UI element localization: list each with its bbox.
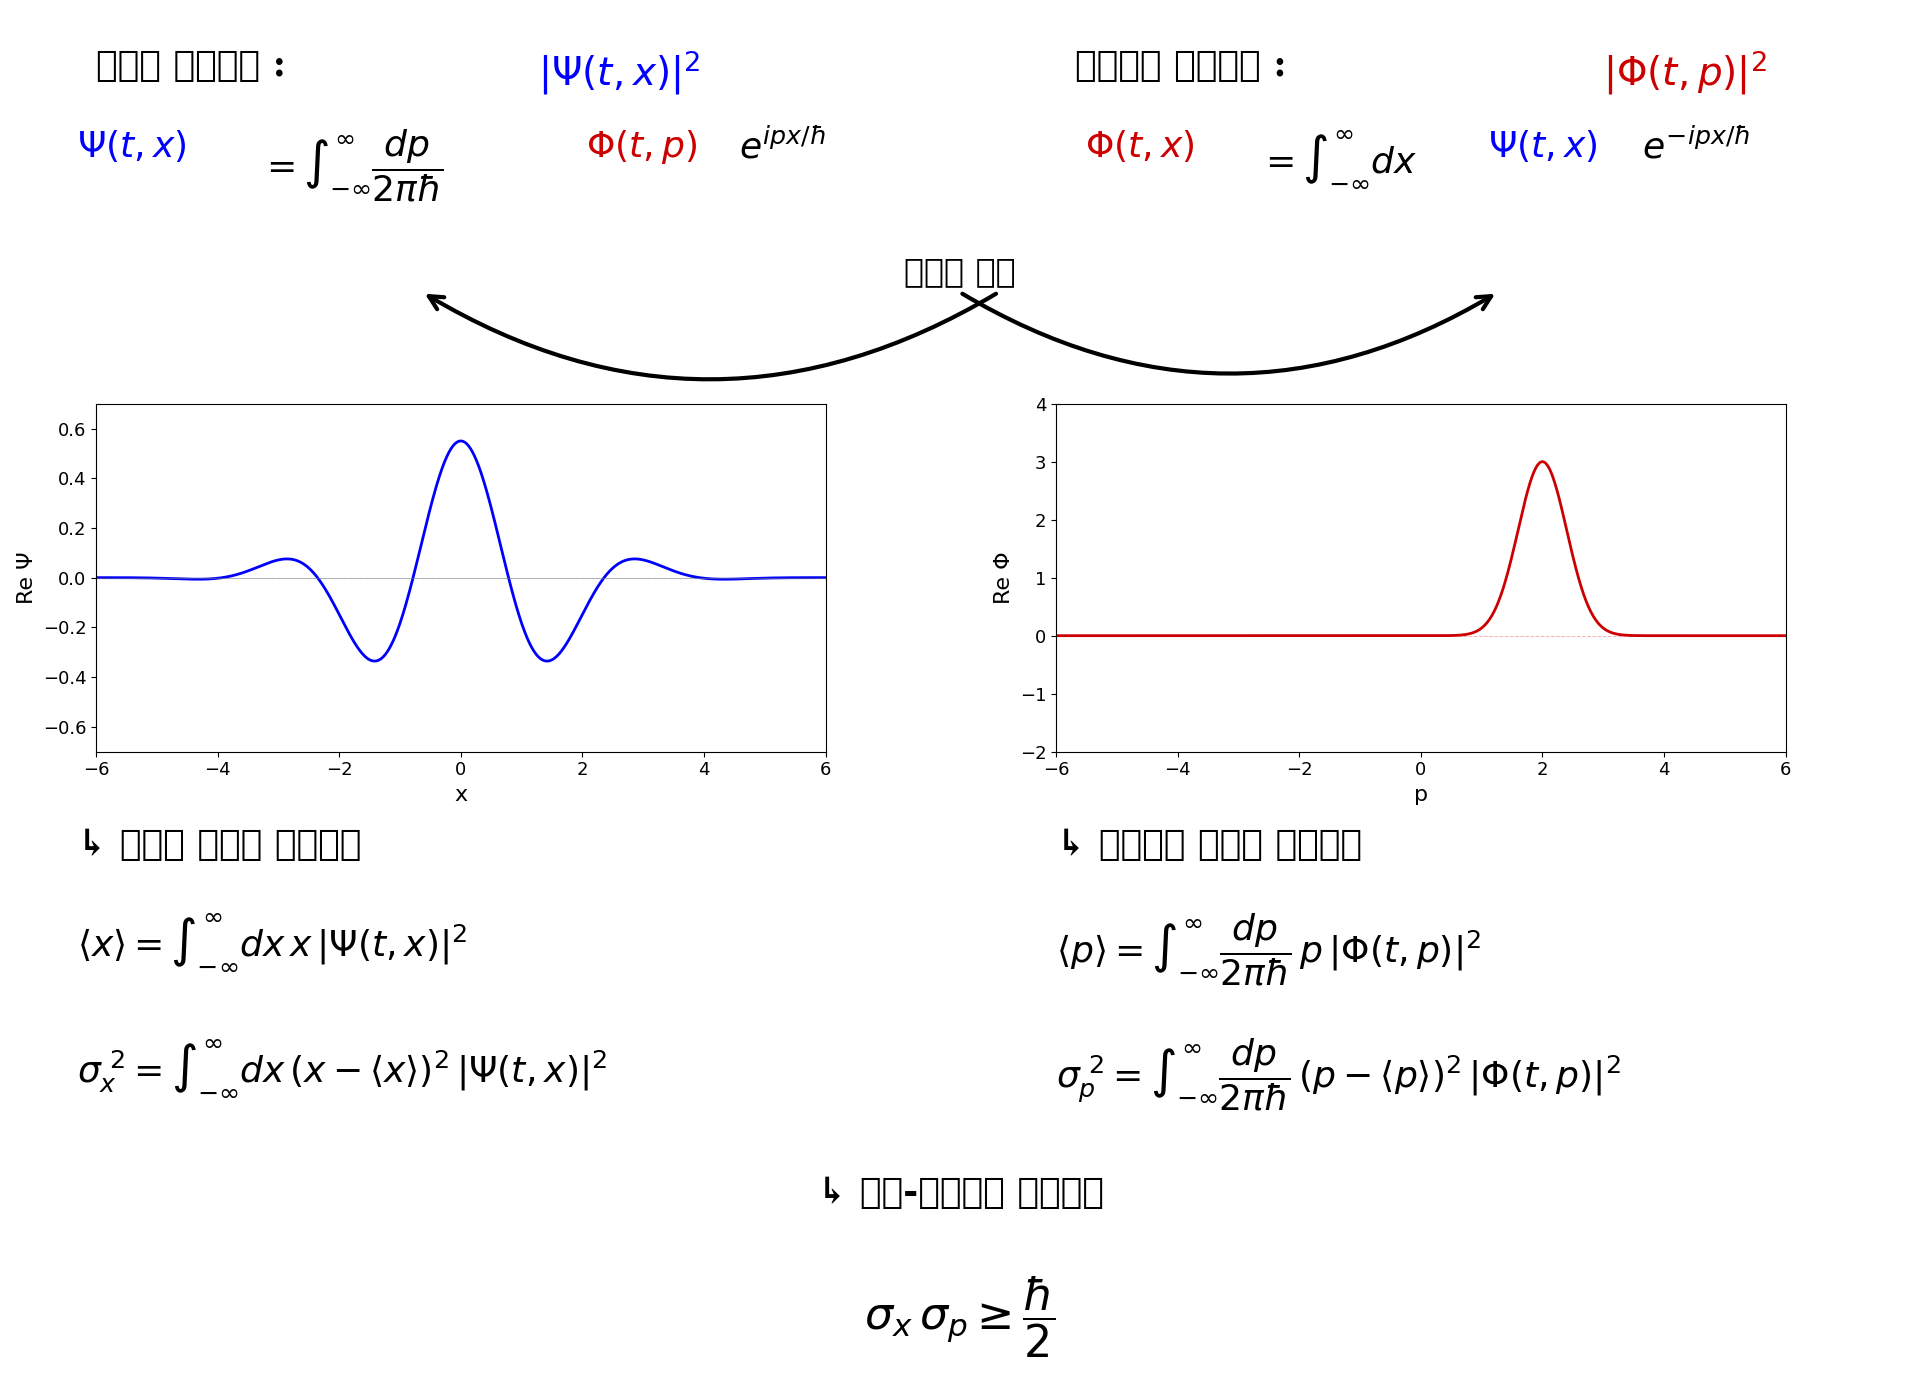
X-axis label: x: x <box>455 785 467 805</box>
Text: ↳ 위치의 평균과 표준편차: ↳ 위치의 평균과 표준편차 <box>77 828 361 862</box>
Text: ↳ 운동량의 평균과 표준편차: ↳ 운동량의 평균과 표준편차 <box>1056 828 1361 862</box>
Text: $\langle p \rangle = \int_{-\infty}^{\infty} \dfrac{dp}{2\pi\hbar}\, p\, |\Phi(t: $\langle p \rangle = \int_{-\infty}^{\in… <box>1056 912 1480 988</box>
Text: $e^{ipx/\hbar}$: $e^{ipx/\hbar}$ <box>739 128 826 166</box>
Text: $= \int_{-\infty}^{\infty} \dfrac{dp}{2\pi\hbar}\ $: $= \int_{-\infty}^{\infty} \dfrac{dp}{2\… <box>259 128 444 205</box>
X-axis label: p: p <box>1413 785 1428 805</box>
Text: $|\Psi(t,x)|^2$: $|\Psi(t,x)|^2$ <box>538 49 701 97</box>
Text: $\sigma_p^{\ 2} = \int_{-\infty}^{\infty} \dfrac{dp}{2\pi\hbar}\, (p - \langle p: $\sigma_p^{\ 2} = \int_{-\infty}^{\infty… <box>1056 1037 1620 1114</box>
Text: $\sigma_x\, \sigma_p \geq \dfrac{\hbar}{2}$: $\sigma_x\, \sigma_p \geq \dfrac{\hbar}{… <box>864 1274 1056 1360</box>
Y-axis label: Re Φ: Re Φ <box>995 551 1014 604</box>
Text: $e^{-ipx/\hbar}$: $e^{-ipx/\hbar}$ <box>1642 128 1749 166</box>
Y-axis label: Re Ψ: Re Ψ <box>17 551 36 604</box>
Text: $|\Phi(t,p)|^2$: $|\Phi(t,p)|^2$ <box>1603 49 1766 97</box>
Text: 푸리에 변환: 푸리에 변환 <box>904 255 1016 288</box>
Text: $\sigma_x^{\ 2} = \int_{-\infty}^{\infty} dx\, (x - \langle x\rangle)^2\, |\Psi(: $\sigma_x^{\ 2} = \int_{-\infty}^{\infty… <box>77 1037 607 1098</box>
Text: 위치의 확률분도 :: 위치의 확률분도 : <box>96 49 300 82</box>
FancyArrowPatch shape <box>428 294 996 379</box>
FancyArrowPatch shape <box>962 294 1492 373</box>
Text: ↳ 위치-운동량의 불확정성: ↳ 위치-운동량의 불확정성 <box>816 1176 1104 1210</box>
Text: $\Phi(t,x)$: $\Phi(t,x)$ <box>1085 128 1194 164</box>
Text: 운동량의 확률분도 :: 운동량의 확률분도 : <box>1075 49 1300 82</box>
Text: $= \int_{-\infty}^{\infty} dx\ $: $= \int_{-\infty}^{\infty} dx\ $ <box>1258 128 1417 189</box>
Text: $\Psi(t,x)$: $\Psi(t,x)$ <box>1488 128 1597 164</box>
Text: $\langle x \rangle = \int_{-\infty}^{\infty} dx\, x\, |\Psi(t,x)|^2$: $\langle x \rangle = \int_{-\infty}^{\in… <box>77 912 467 973</box>
Text: $\Phi(t,p)$: $\Phi(t,p)$ <box>586 128 697 166</box>
Text: $\Psi(t,x)$: $\Psi(t,x)$ <box>77 128 186 164</box>
